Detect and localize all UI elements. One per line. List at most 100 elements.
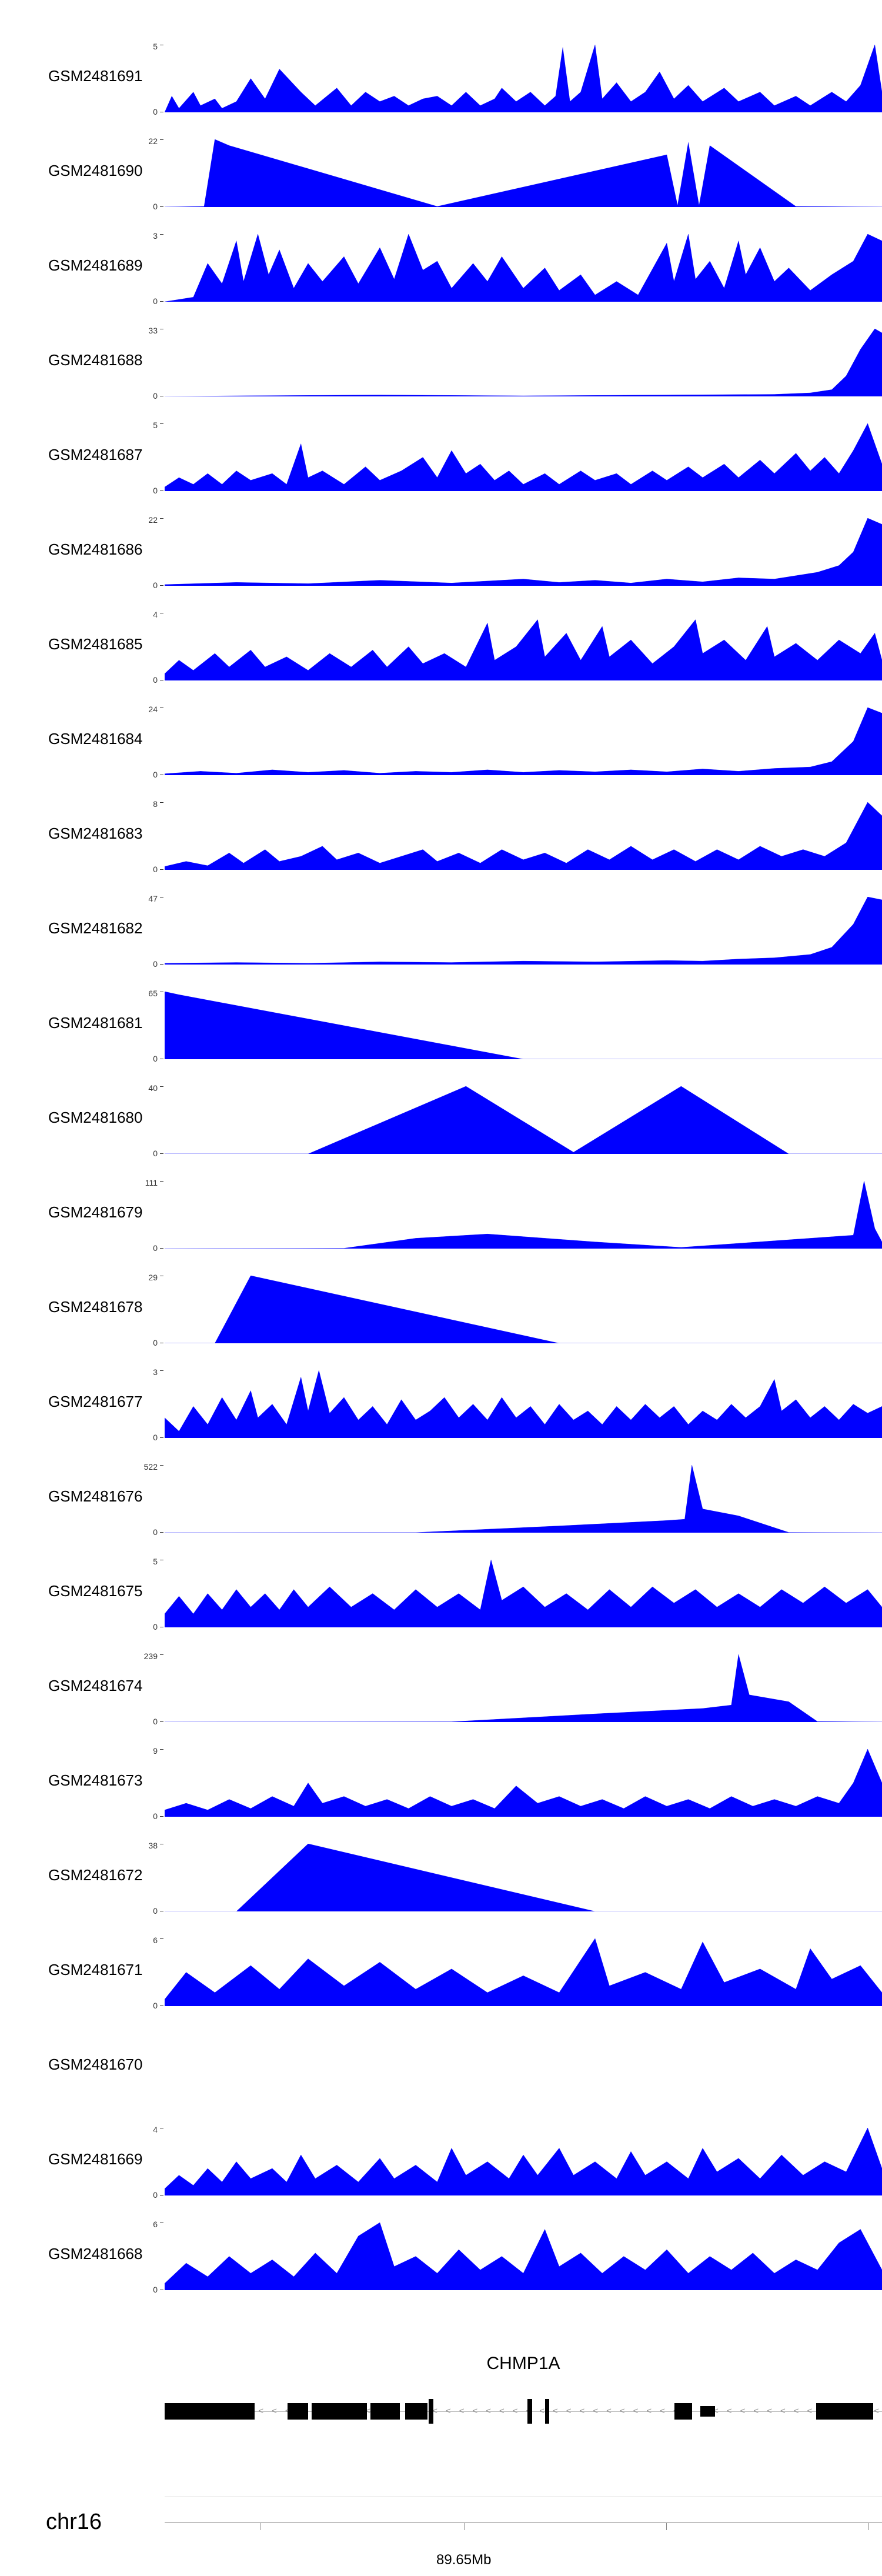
y-axis-min: 0 [153, 296, 158, 306]
y-axis-min: 0 [153, 1054, 158, 1063]
y-axis-max: 38 [148, 1841, 158, 1850]
track-row: GSM2481682 47 0 [0, 870, 882, 969]
coverage-plot [165, 423, 882, 491]
y-axis-min: 0 [153, 1243, 158, 1253]
y-axis-bottom-tick [160, 585, 163, 586]
coverage-plot [165, 1560, 882, 1627]
y-axis-min: 0 [153, 675, 158, 685]
gene-intron-line [165, 2411, 882, 2412]
track-label: GSM2481670 [48, 2056, 143, 2073]
track-label: GSM2481687 [48, 446, 143, 463]
y-axis-max: 6 [153, 1936, 158, 1945]
tracks-container: GSM2481691 5 0 GSM2481690 22 0 GSM2481689 3 0 GSM… [0, 18, 882, 2294]
coverage-plot [165, 1938, 882, 2006]
y-axis-max: 29 [148, 1273, 158, 1282]
y-axis-top-tick [160, 139, 163, 140]
track-label: GSM2481680 [48, 1109, 143, 1126]
coverage-plot [165, 897, 882, 965]
coverage-plot [165, 708, 882, 775]
y-axis-bottom-tick [160, 1437, 163, 1438]
coverage-plot [165, 2128, 882, 2195]
y-axis-max: 22 [148, 136, 158, 146]
track-label: GSM2481689 [48, 256, 143, 274]
track-label: GSM2481676 [48, 1487, 143, 1505]
y-axis-min: 0 [153, 770, 158, 779]
track-row: GSM2481669 4 0 [0, 2101, 882, 2200]
track-row: GSM2481689 3 0 [0, 207, 882, 306]
axis-tick-label: 89.65Mb [436, 2552, 492, 2568]
genome-axis-section: chr16 89.65Mb [0, 2497, 882, 2576]
coverage-plot [165, 234, 882, 302]
track-row: GSM2481672 38 0 [0, 1817, 882, 1916]
track-label: GSM2481683 [48, 825, 143, 842]
y-axis-max: 4 [153, 2125, 158, 2134]
exon-box [370, 2403, 400, 2420]
track-label: GSM2481682 [48, 919, 143, 937]
track-row: GSM2481686 22 0 [0, 491, 882, 590]
coverage-plot [165, 139, 882, 207]
track-label: GSM2481669 [48, 2150, 143, 2168]
gene-name-label: CHMP1A [486, 2354, 560, 2373]
y-axis-max: 9 [153, 1746, 158, 1756]
track-label: GSM2481672 [48, 1866, 143, 1884]
track-label: GSM2481679 [48, 1203, 143, 1221]
track-row: GSM2481681 65 0 [0, 965, 882, 1063]
coverage-plot [165, 1276, 882, 1343]
y-axis-min: 0 [153, 1906, 158, 1916]
coverage-plot [165, 1181, 882, 1249]
y-axis-min: 0 [153, 865, 158, 874]
track-row: GSM2481690 22 0 [0, 112, 882, 211]
axis-tick-mark [868, 2522, 869, 2530]
y-axis-bottom-tick [160, 1248, 163, 1249]
exon-box [527, 2399, 532, 2424]
exon-box [165, 2403, 255, 2420]
y-axis-min: 0 [153, 1811, 158, 1821]
track-row: GSM2481688 33 0 [0, 302, 882, 401]
y-axis-bottom-tick [160, 206, 163, 207]
y-axis-bottom-tick [160, 1816, 163, 1817]
y-axis-top-tick [160, 423, 163, 424]
axis-tick-mark [463, 2522, 465, 2530]
coverage-plot [165, 619, 882, 680]
track-label: GSM2481674 [48, 1677, 143, 1694]
coverage-plot [165, 1654, 882, 1722]
y-axis-max: 40 [148, 1083, 158, 1093]
track-row: GSM2481678 29 0 [0, 1249, 882, 1347]
chromosome-label: chr16 [46, 2510, 102, 2534]
y-axis-max: 47 [148, 894, 158, 903]
exon-box [428, 2399, 434, 2424]
y-axis-max: 24 [148, 705, 158, 714]
y-axis-max: 5 [153, 42, 158, 51]
y-axis-max: 239 [143, 1651, 158, 1661]
y-axis-top-tick [160, 1370, 163, 1371]
y-axis-bottom-tick [160, 1721, 163, 1722]
axis-tick-mark [666, 2522, 667, 2530]
exon-box [816, 2403, 874, 2420]
track-label: GSM2481688 [48, 351, 143, 369]
y-axis-min: 0 [153, 107, 158, 116]
y-axis-top-tick [160, 1086, 163, 1087]
y-axis-min: 0 [153, 1149, 158, 1158]
y-axis-min: 0 [153, 1433, 158, 1442]
coverage-plot [165, 1465, 882, 1533]
y-axis-max: 522 [143, 1462, 158, 1471]
y-axis-max: 22 [148, 515, 158, 525]
coverage-plot [165, 45, 882, 112]
coverage-plot [165, 1086, 882, 1154]
track-row: GSM2481670 [0, 2006, 882, 2101]
y-axis-min: 0 [153, 391, 158, 401]
track-row: GSM2481676 522 0 [0, 1438, 882, 1537]
track-label: GSM2481677 [48, 1393, 143, 1410]
track-row: GSM2481684 24 0 [0, 680, 882, 779]
track-row: GSM2481668 6 0 [0, 2195, 882, 2294]
strand-direction-arrows: <<<<<<<<<<<<<<<<<<<<<<<<<<<<<<<<<<<<<<<<… [165, 2406, 882, 2416]
track-label: GSM2481681 [48, 1014, 143, 1032]
track-row: GSM2481687 5 0 [0, 396, 882, 495]
coverage-plot [165, 2223, 882, 2290]
track-row: GSM2481671 6 0 [0, 1911, 882, 2010]
track-row: GSM2481691 5 0 [0, 18, 882, 116]
track-label: GSM2481675 [48, 1582, 143, 1600]
coverage-plot [165, 1370, 882, 1438]
exon-box [544, 2399, 549, 2424]
